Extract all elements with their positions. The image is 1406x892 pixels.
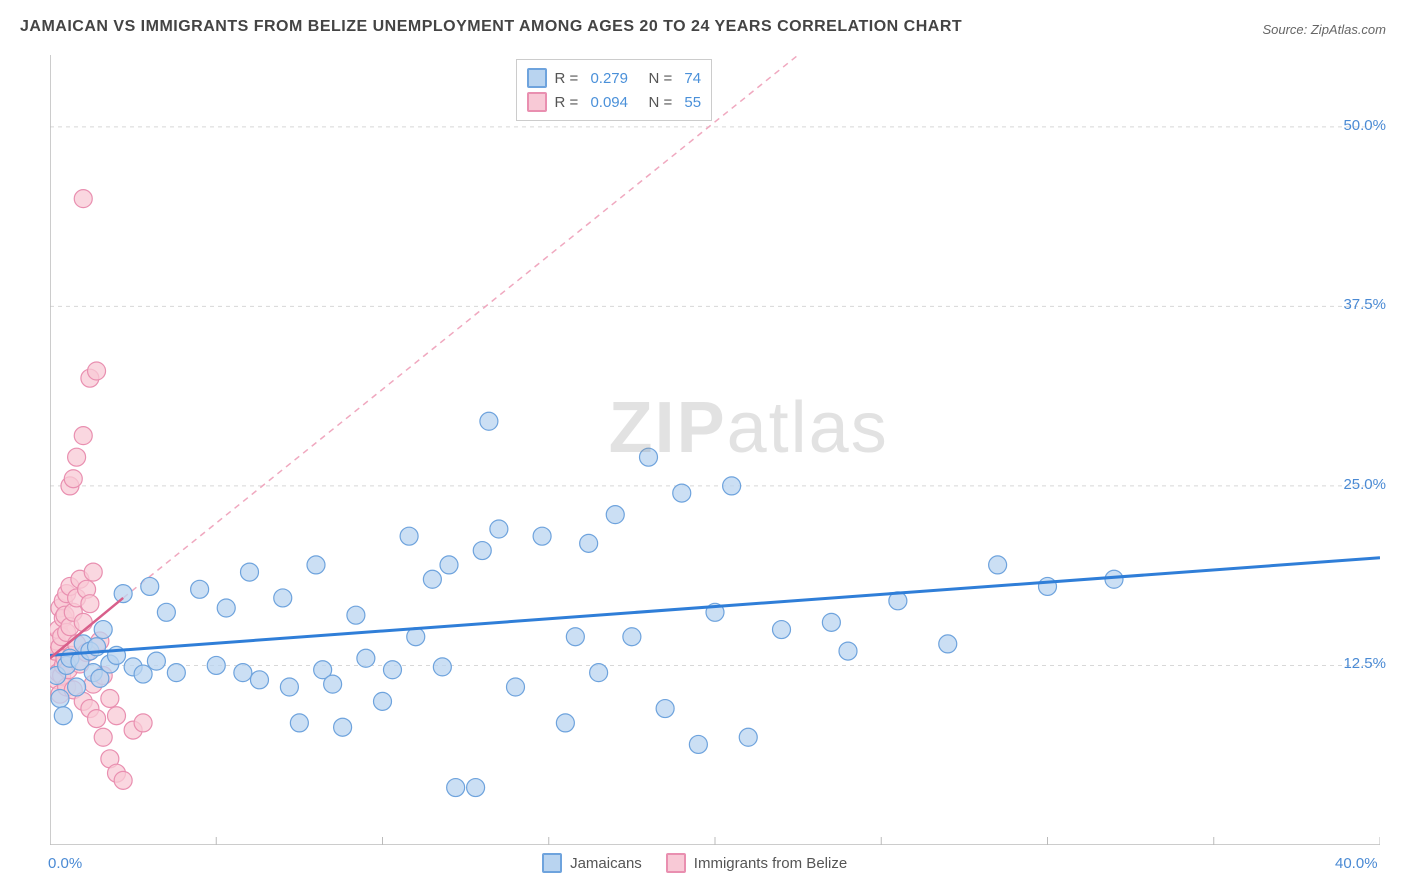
r-legend-row: R = 0.094 N = 55 xyxy=(527,90,702,114)
source-attribution: Source: ZipAtlas.com xyxy=(1262,22,1386,37)
legend-label: Jamaicans xyxy=(570,855,642,872)
y-tick-label: 37.5% xyxy=(1343,296,1386,313)
source-prefix: Source: xyxy=(1262,22,1310,37)
legend-swatch xyxy=(666,853,686,873)
x-tick-label: 40.0% xyxy=(1335,855,1378,872)
legend-swatch xyxy=(527,68,547,88)
legend-swatch xyxy=(542,853,562,873)
r-legend-row: R = 0.279 N = 74 xyxy=(527,66,702,90)
source-link[interactable]: ZipAtlas.com xyxy=(1311,22,1386,37)
legend-swatch xyxy=(527,92,547,112)
correlation-legend: R = 0.279 N = 74R = 0.094 N = 55 xyxy=(516,59,713,121)
legend-item: Jamaicans xyxy=(542,853,642,873)
scatter-plot xyxy=(50,55,1380,845)
chart-container: JAMAICAN VS IMMIGRANTS FROM BELIZE UNEMP… xyxy=(0,0,1406,892)
series-legend: Jamaicans Immigrants from Belize xyxy=(542,853,847,873)
y-tick-label: 25.0% xyxy=(1343,476,1386,493)
y-tick-label: 12.5% xyxy=(1343,655,1386,672)
x-tick-label: 0.0% xyxy=(48,855,82,872)
legend-label: Immigrants from Belize xyxy=(694,855,847,872)
y-tick-label: 50.0% xyxy=(1343,117,1386,134)
legend-item: Immigrants from Belize xyxy=(666,853,847,873)
chart-title: JAMAICAN VS IMMIGRANTS FROM BELIZE UNEMP… xyxy=(20,18,962,36)
